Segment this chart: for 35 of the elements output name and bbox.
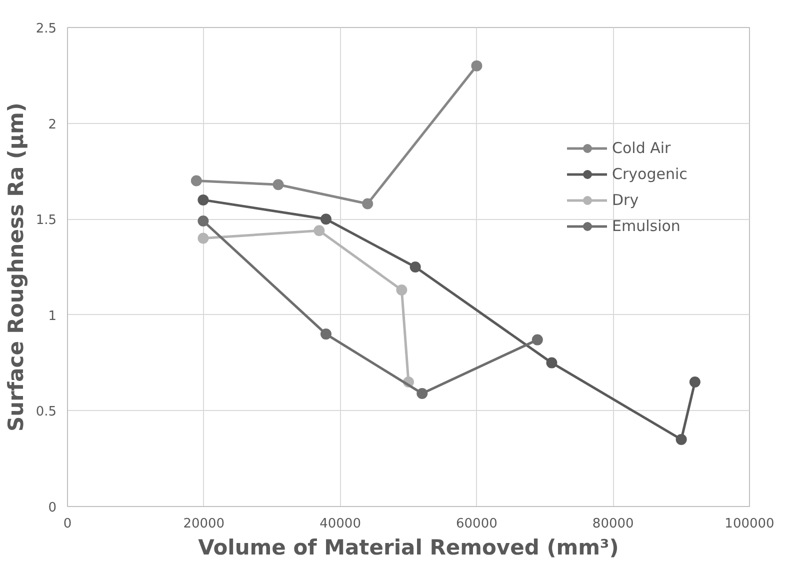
point <box>689 376 700 388</box>
legend-label: Cold Air <box>612 139 671 157</box>
y-tick-label: 2 <box>48 117 57 132</box>
point <box>532 334 543 346</box>
y-tick-label: 1.5 <box>36 213 57 228</box>
y-tick-label: 1 <box>48 308 57 324</box>
point <box>272 179 284 190</box>
y-tick-label: 0 <box>48 500 57 516</box>
point <box>410 262 421 272</box>
legend-label: Emulsion <box>612 217 680 235</box>
x-tick-label: 100000 <box>724 516 774 532</box>
point <box>471 60 482 72</box>
point <box>396 284 408 296</box>
x-tick-label: 0 <box>63 516 72 532</box>
x-axis-title: Volume of Material Removed (mm³) <box>198 536 619 560</box>
x-tick-label: 60000 <box>456 516 498 532</box>
point <box>198 216 209 227</box>
legend-label: Cryogenic <box>612 165 688 183</box>
point <box>198 232 209 244</box>
point <box>314 225 325 236</box>
point <box>320 328 332 340</box>
point <box>320 214 332 225</box>
point <box>190 175 202 186</box>
x-tick-label: 20000 <box>183 516 225 532</box>
point <box>546 357 558 368</box>
point <box>198 194 209 206</box>
point <box>362 198 374 210</box>
y-tick-label: 0.5 <box>36 404 57 420</box>
point <box>676 434 687 445</box>
y-axis-title: Surface Roughness Ra (µm) <box>4 102 28 432</box>
point <box>416 388 428 399</box>
legend-label: Dry <box>612 191 639 209</box>
x-tick-label: 40000 <box>320 516 361 532</box>
y-tick-label: 2.5 <box>36 22 57 36</box>
x-tick-label: 80000 <box>592 516 634 532</box>
